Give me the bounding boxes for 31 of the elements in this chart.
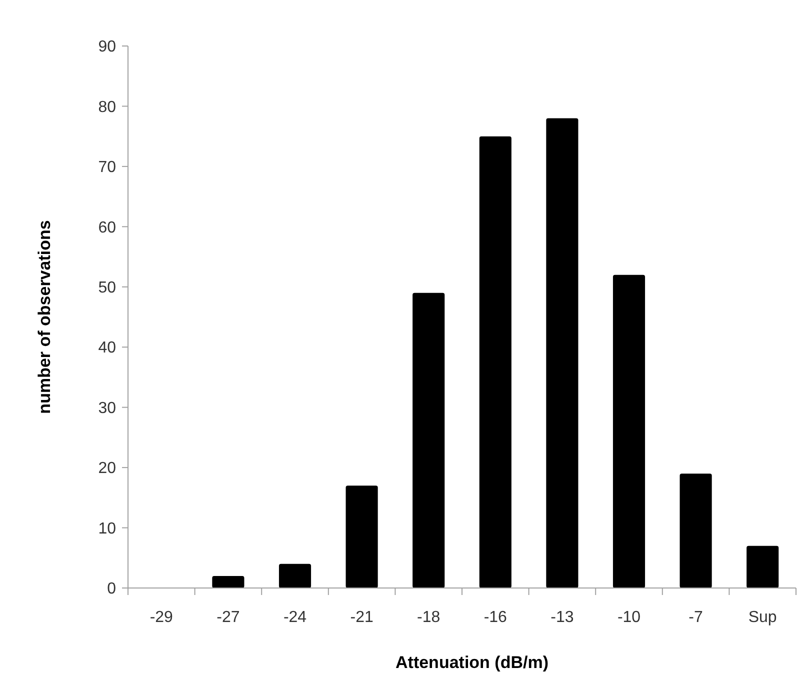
bar <box>212 576 244 588</box>
bar <box>546 118 578 588</box>
y-tick-label: 80 <box>98 98 116 116</box>
y-tick-label: 70 <box>98 159 116 176</box>
x-tick-label: Sup <box>748 609 777 626</box>
y-tick-label: 40 <box>98 340 116 357</box>
y-tick-label: 0 <box>107 580 116 598</box>
bar <box>278 564 312 588</box>
x-tick-label: -29 <box>150 609 174 626</box>
y-tick-label: 20 <box>98 460 116 478</box>
bar <box>346 486 378 588</box>
y-tick-label: 50 <box>98 279 116 296</box>
bar <box>612 274 646 588</box>
x-tick-label: -7 <box>688 609 704 626</box>
y-axis-title: number of observations <box>35 220 54 414</box>
x-tick-label: -21 <box>350 609 374 626</box>
x-tick-label: -13 <box>550 609 574 626</box>
bar <box>746 546 779 588</box>
y-tick-label: 10 <box>98 520 116 538</box>
x-tick-label: -27 <box>216 609 240 626</box>
bar <box>479 136 512 588</box>
x-axis-title: Attenuation (dB/m) <box>396 653 548 672</box>
bar <box>412 292 445 588</box>
y-tick-label: 60 <box>98 219 116 236</box>
y-tick-label: 30 <box>98 400 116 417</box>
x-tick-label: -10 <box>617 609 641 626</box>
x-tick-label: -24 <box>283 609 307 626</box>
bar <box>680 474 712 588</box>
x-tick-label: -16 <box>484 609 508 626</box>
x-tick-label: -18 <box>417 609 440 626</box>
y-tick-label: 90 <box>98 38 116 56</box>
